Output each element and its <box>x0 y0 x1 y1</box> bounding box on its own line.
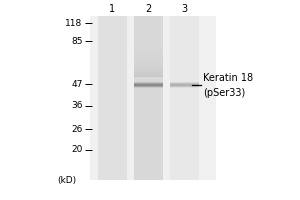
Text: 2: 2 <box>146 4 152 14</box>
Text: 36: 36 <box>71 102 82 110</box>
Bar <box>170 82 199 83</box>
Bar <box>134 61 163 62</box>
Bar <box>134 73 163 74</box>
Bar <box>134 60 163 61</box>
Text: Keratin 18: Keratin 18 <box>203 73 254 83</box>
Text: 118: 118 <box>65 19 83 27</box>
Bar <box>134 54 163 55</box>
Bar <box>170 83 199 84</box>
Bar <box>134 62 163 63</box>
Bar <box>170 86 199 87</box>
Bar <box>134 16 163 180</box>
Bar <box>134 59 163 60</box>
Bar <box>134 71 163 72</box>
Text: 20: 20 <box>71 146 82 154</box>
Bar <box>134 65 163 66</box>
Text: (pSer33): (pSer33) <box>203 88 246 98</box>
Bar <box>134 83 163 84</box>
Bar <box>134 53 163 54</box>
Bar <box>134 82 163 83</box>
Bar <box>134 64 163 65</box>
Bar <box>134 84 163 85</box>
Text: (kD): (kD) <box>57 176 76 184</box>
Bar <box>134 70 163 71</box>
Bar <box>134 85 163 86</box>
Bar <box>134 50 163 51</box>
Bar <box>170 16 199 180</box>
Bar <box>134 68 163 69</box>
Bar <box>134 51 163 52</box>
Text: 47: 47 <box>71 80 82 88</box>
Bar <box>134 69 163 70</box>
Bar <box>90 16 216 180</box>
Bar <box>98 16 127 180</box>
Bar <box>170 84 199 85</box>
Bar <box>134 74 163 75</box>
Bar <box>134 87 163 88</box>
Bar <box>134 86 163 87</box>
Bar <box>134 66 163 67</box>
Bar <box>134 56 163 57</box>
Bar <box>134 58 163 59</box>
Text: 1: 1 <box>110 4 116 14</box>
Bar <box>134 75 163 76</box>
Bar <box>134 52 163 53</box>
Bar <box>170 85 199 86</box>
Text: 3: 3 <box>182 4 188 14</box>
Bar <box>134 63 163 64</box>
Text: 26: 26 <box>71 124 82 134</box>
Bar <box>134 76 163 77</box>
Bar <box>134 67 163 68</box>
Bar <box>134 72 163 73</box>
Bar <box>134 55 163 56</box>
Bar <box>170 87 199 88</box>
Text: 85: 85 <box>71 36 82 46</box>
Bar <box>134 57 163 58</box>
